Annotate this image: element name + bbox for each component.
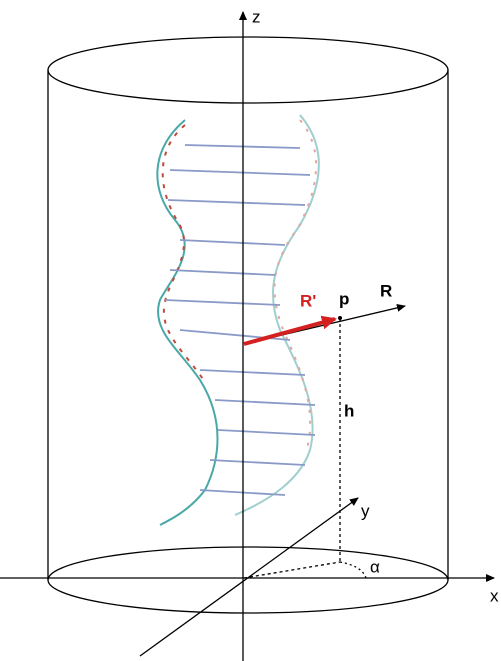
cylinder: [47, 36, 449, 614]
vector-R-prime: [243, 315, 337, 346]
label-alpha: α: [370, 557, 380, 576]
label-z: z: [252, 7, 261, 26]
label-x: x: [490, 586, 499, 605]
label-R: R: [380, 281, 392, 300]
label-h: h: [344, 401, 354, 420]
label-R-prime: R': [300, 291, 316, 310]
label-p: p: [339, 289, 349, 308]
projection-line: [243, 561, 341, 579]
label-y: y: [361, 501, 370, 520]
dna-molecule: [156, 114, 320, 526]
angle-arc: [339, 561, 367, 579]
